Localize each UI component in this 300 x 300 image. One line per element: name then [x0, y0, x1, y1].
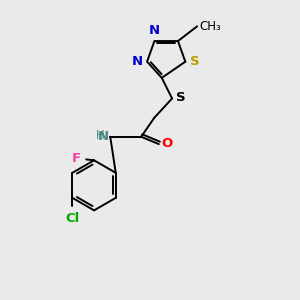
Text: N: N — [131, 55, 142, 68]
Text: S: S — [176, 92, 185, 104]
Text: N: N — [149, 24, 160, 37]
Text: H: H — [96, 129, 105, 142]
Text: Cl: Cl — [65, 212, 80, 225]
Text: N: N — [98, 130, 110, 143]
Text: CH₃: CH₃ — [199, 20, 220, 33]
Text: O: O — [162, 137, 173, 150]
Text: F: F — [72, 152, 81, 165]
Text: S: S — [190, 55, 200, 68]
